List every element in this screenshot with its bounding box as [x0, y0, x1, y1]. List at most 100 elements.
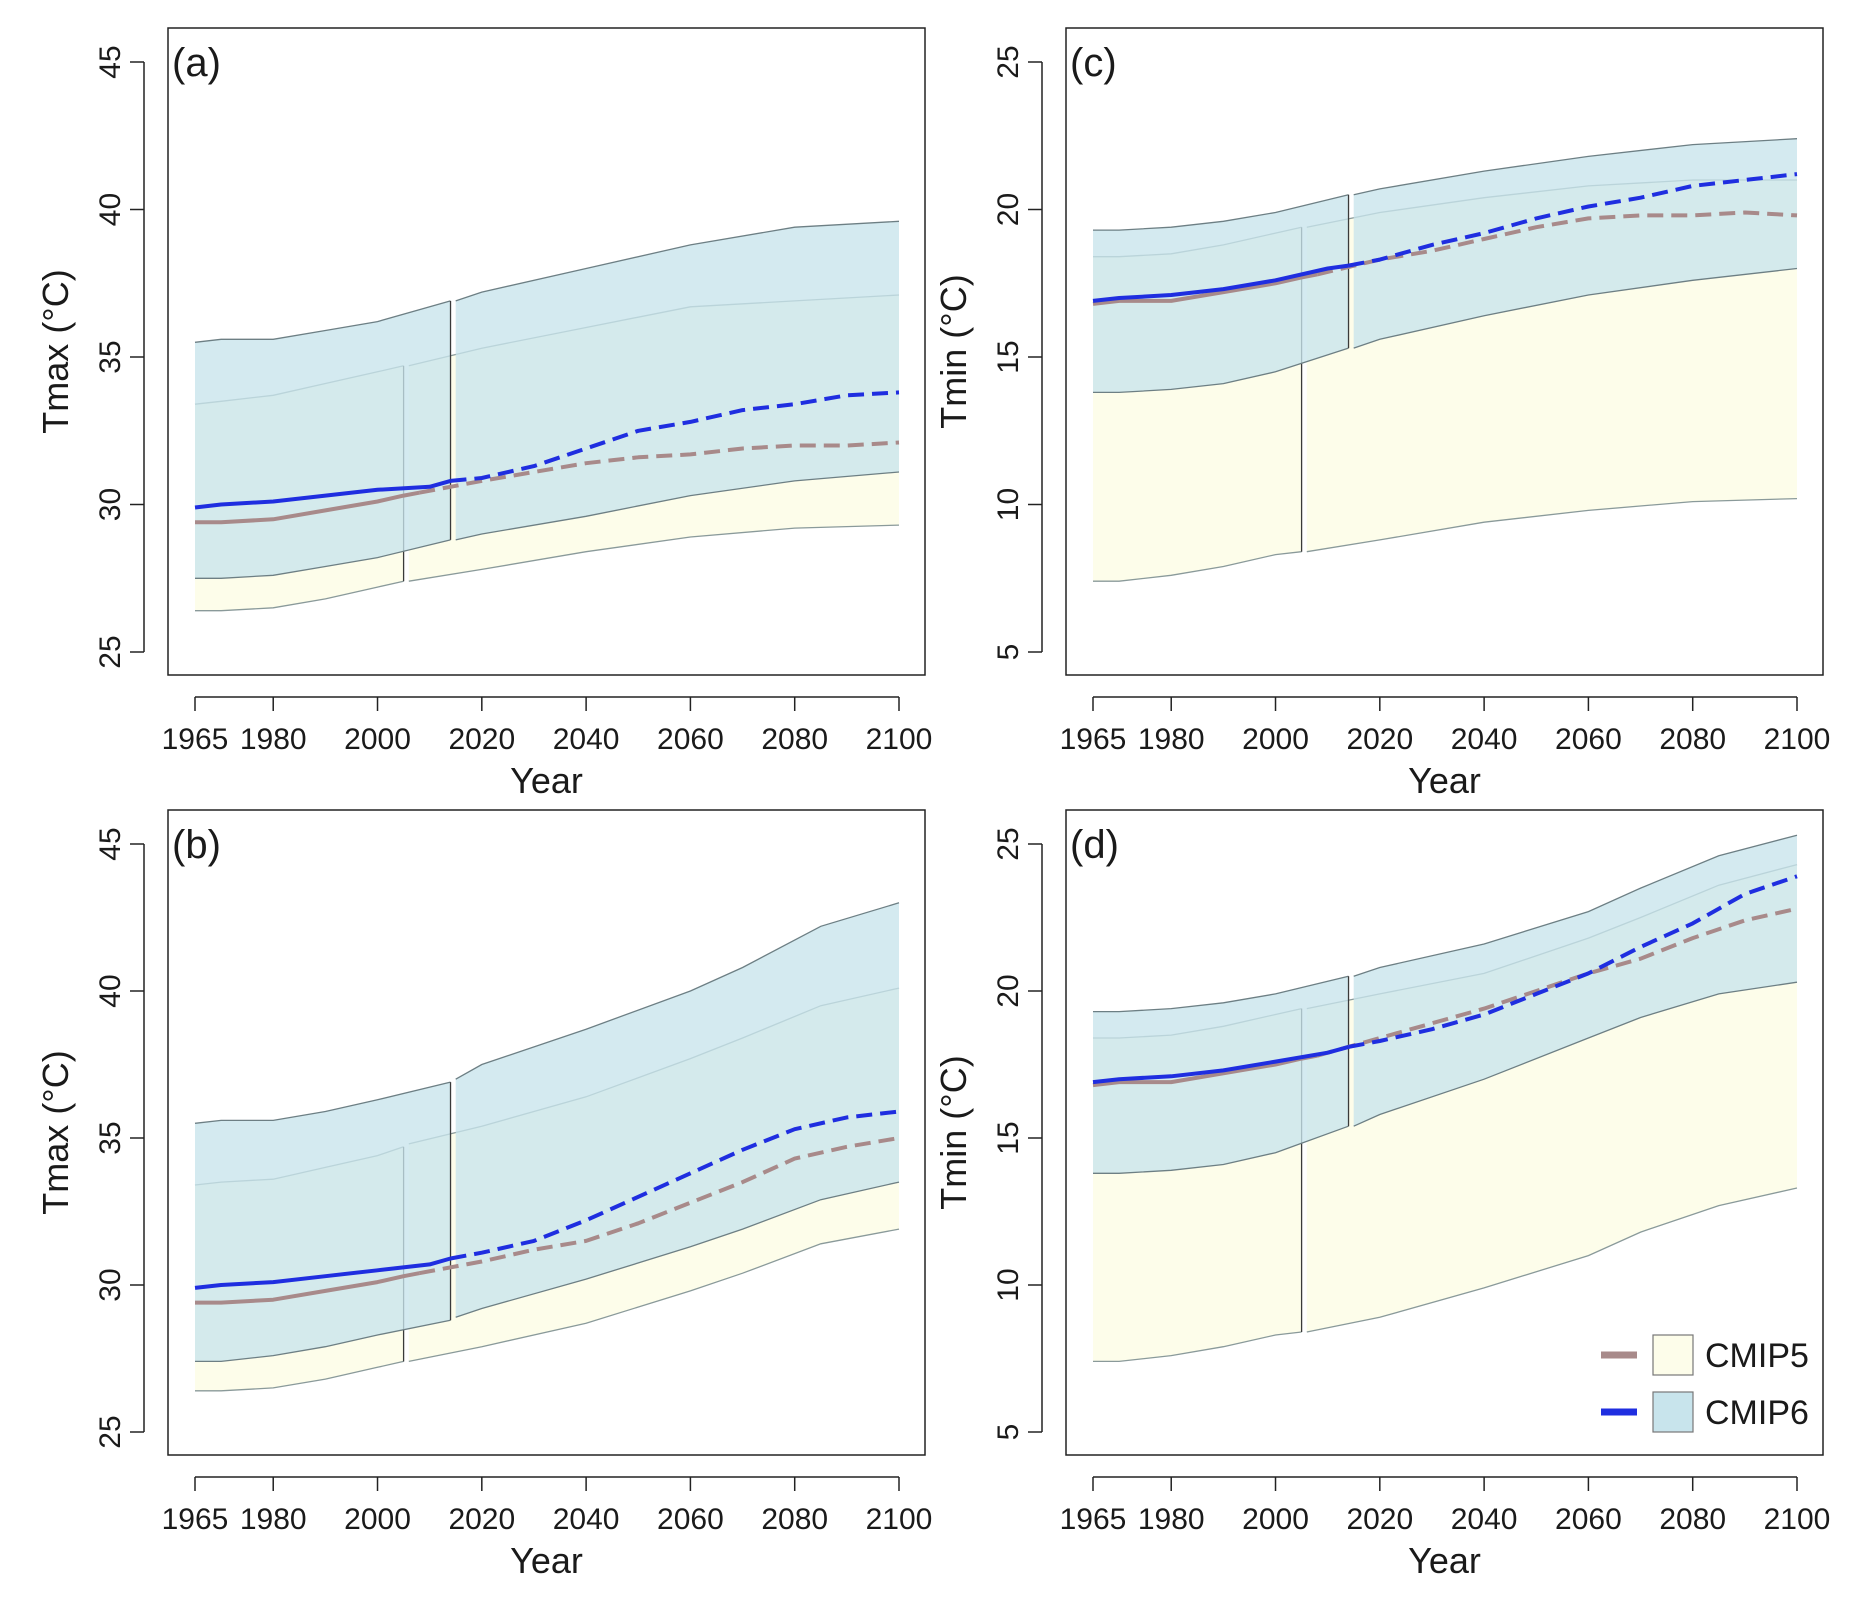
x-tick-label: 2040 — [1451, 1503, 1518, 1536]
chart-panel-1: (b) 25 30 35 40 45 Tmax (°C) 1965 1980 2000 2020 20… — [35, 809, 932, 1581]
band-cmip6-upper-edge — [194, 300, 451, 343]
x-tick-label: 1980 — [240, 723, 307, 756]
x-tick-label: 2080 — [761, 1503, 828, 1536]
x-tick-label: 1980 — [1138, 1503, 1205, 1536]
x-tick-label: 2060 — [1555, 723, 1622, 756]
band-cmip6-lower-edge — [455, 471, 900, 541]
band-cmip6-lower-edge — [195, 539, 451, 579]
y-tick-label: 10 — [992, 488, 1025, 521]
series-cmip6-dashed — [450, 390, 900, 483]
series-cmip5-dashed — [418, 440, 900, 495]
series-cmip5-solid — [1092, 272, 1318, 306]
band-cmip6-segment-1 — [455, 902, 899, 1318]
y-tick-label: 25 — [94, 635, 127, 668]
band-cmip6-lower-edge — [1353, 981, 1798, 1127]
plot-frame — [167, 27, 926, 676]
panel-label: (b) — [172, 823, 221, 867]
y-tick-label: 10 — [992, 1268, 1025, 1301]
panel-label: (c) — [1070, 41, 1117, 85]
panel-label: (d) — [1070, 823, 1119, 867]
band-cmip6-upper-edge — [455, 220, 900, 302]
y-tick-label: 25 — [992, 45, 1025, 78]
band-cmip6-lower-edge — [1093, 1125, 1349, 1174]
x-tick-label: 2020 — [448, 723, 515, 756]
band-cmip6-segment-1 — [1353, 138, 1797, 349]
band-cmip6-segment-0 — [195, 300, 451, 579]
x-tick-label: 1965 — [162, 1503, 229, 1536]
y-axis-label: Tmin (°C) — [933, 1055, 974, 1209]
series-cmip6-solid — [194, 1256, 452, 1290]
y-tick-label: 45 — [94, 827, 127, 860]
y-tick-label: 25 — [992, 827, 1025, 860]
series-cmip6-solid — [1092, 1044, 1350, 1085]
plot-frame — [167, 809, 926, 1456]
x-tick-label: 2060 — [657, 723, 724, 756]
x-tick-label: 1965 — [162, 723, 229, 756]
y-tick-label: 40 — [94, 974, 127, 1007]
x-axis-label: Year — [510, 1540, 583, 1581]
band-cmip5-lower-edge — [1306, 1187, 1798, 1333]
y-tick-label: 30 — [94, 1268, 127, 1301]
x-tick-label: 2000 — [1242, 1503, 1309, 1536]
band-cmip6-lower-edge — [1093, 347, 1349, 394]
x-tick-label: 2100 — [1764, 1503, 1831, 1536]
x-tick-label: 2080 — [761, 723, 828, 756]
band-cmip6-upper-edge — [455, 902, 900, 1080]
legend-swatch-cmip5 — [1652, 1334, 1694, 1376]
band-cmip6-upper-edge — [1353, 834, 1798, 977]
band-cmip5-lower-edge — [195, 1360, 404, 1392]
legend-label-cmip5: CMIP5 — [1705, 1337, 1809, 1375]
series-cmip6-solid — [194, 478, 452, 510]
series-cmip5-solid — [195, 1271, 420, 1305]
x-tick-label: 1965 — [1060, 1503, 1127, 1536]
y-tick-label: 35 — [94, 1121, 127, 1154]
x-tick-label: 2020 — [1346, 1503, 1413, 1536]
y-tick-label: 20 — [992, 193, 1025, 226]
x-tick-label: 2020 — [448, 1503, 515, 1536]
y-tick-label: 5 — [992, 1424, 1025, 1441]
y-tick-label: 20 — [992, 974, 1025, 1007]
y-axis-label: Tmax (°C) — [35, 269, 76, 433]
x-tick-label: 2100 — [1764, 723, 1831, 756]
x-tick-label: 1965 — [1060, 723, 1127, 756]
x-tick-label: 2080 — [1659, 1503, 1726, 1536]
band-cmip6-segment-1 — [455, 221, 899, 540]
y-tick-label: 15 — [992, 1121, 1025, 1154]
plot-frame — [1065, 27, 1824, 676]
y-axis-label: Tmax (°C) — [35, 1050, 76, 1214]
band-cmip5-lower-edge — [1093, 551, 1302, 582]
x-tick-label: 2060 — [657, 1503, 724, 1536]
band-cmip6-lower-edge — [455, 1181, 900, 1318]
x-axis-label: Year — [510, 760, 583, 801]
x-tick-label: 2040 — [553, 1503, 620, 1536]
band-cmip6-upper-edge — [1093, 194, 1349, 231]
x-tick-label: 2100 — [866, 723, 933, 756]
series-cmip5-solid — [195, 490, 420, 525]
legend: CMIP5 CMIP6 — [1601, 1334, 1809, 1433]
chart-panel-3: (d) 5 10 15 20 25 Tmin (°C) 1965 1980 2000 2020 204… — [933, 809, 1831, 1581]
y-tick-label: 25 — [94, 1415, 127, 1448]
band-cmip5-lower-edge — [408, 524, 900, 582]
y-tick-label: 30 — [94, 488, 127, 521]
band-cmip6-upper-edge — [1093, 975, 1349, 1013]
x-tick-label: 2000 — [1242, 723, 1309, 756]
x-tick-label: 2060 — [1555, 1503, 1622, 1536]
x-axis-label: Year — [1408, 1540, 1481, 1581]
series-cmip5-dashed — [1316, 210, 1798, 277]
band-cmip5-lower-edge — [408, 1228, 900, 1363]
panel-label: (a) — [172, 41, 221, 85]
legend-label-cmip6: CMIP6 — [1705, 1394, 1809, 1432]
band-cmip6-lower-edge — [1353, 267, 1798, 349]
x-tick-label: 2080 — [1659, 723, 1726, 756]
series-cmip6-solid — [1092, 263, 1349, 303]
band-cmip5-lower-edge — [195, 580, 404, 612]
y-tick-label: 15 — [992, 340, 1025, 373]
x-tick-label: 2000 — [344, 723, 411, 756]
y-tick-label: 5 — [992, 644, 1025, 661]
x-tick-label: 2020 — [1346, 723, 1413, 756]
x-tick-label: 1980 — [240, 1503, 307, 1536]
series-cmip5-dashed — [1316, 906, 1798, 1058]
band-cmip5-lower-edge — [1306, 497, 1798, 553]
y-axis-label: Tmin (°C) — [933, 274, 974, 428]
